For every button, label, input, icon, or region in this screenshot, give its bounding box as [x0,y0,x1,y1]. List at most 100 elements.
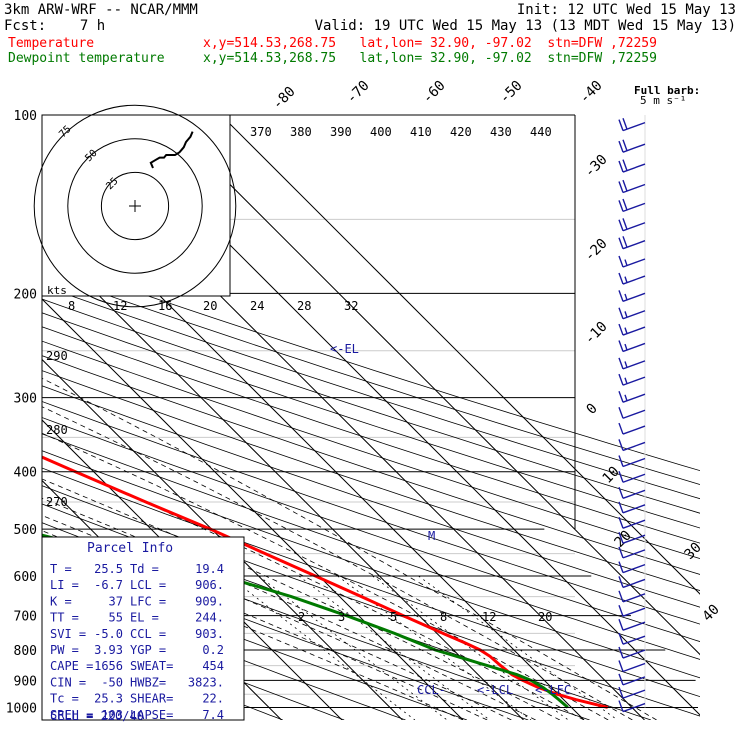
dry-adiabat-line [42,582,406,720]
moist-adiabat-line [42,456,585,720]
parcel-info-value: 103 [101,708,123,722]
speed-tick-label: 16 [158,299,172,313]
hodograph-ring [33,104,237,308]
isotherm-label: 20 [612,528,635,551]
isotherm-label: -40 [577,78,606,107]
theta-label: 440 [530,125,552,139]
theta-label: 370 [250,125,272,139]
wind-barb [618,390,646,403]
isotherm-line [160,115,700,656]
init-time: Init: 12 UTC Wed 15 May 13 [516,2,736,18]
parcel-info-value: 244. [195,611,224,625]
m-marker: M [428,529,435,543]
dry-adiabat-label: 280 [46,423,68,437]
isotherm-label: -70 [344,78,373,107]
speed-tick-label: 20 [203,299,217,313]
dry-adiabat-line [42,272,700,485]
isotherm-line [0,115,40,720]
pressure-tick-label: 400 [14,466,37,481]
theta-label: 410 [410,125,432,139]
isotherm-label: -10 [582,319,611,348]
parcel-info-value: 7.4 [202,708,224,722]
mixing-ratio-line [258,575,448,720]
wind-barb [618,422,646,435]
pressure-tick-label: 1000 [6,701,37,716]
wind-barb [618,561,646,574]
wind-barb [618,357,646,370]
parcel-info-key: YGP = [130,643,166,657]
wind-barb [618,546,646,559]
wind-barb [618,236,646,250]
parcel-info-value: 25.3 [94,692,123,706]
parcel-info-value: 903. [195,627,224,641]
parcel-info-key: T = [50,562,72,576]
dry-adiabat-line [42,312,700,529]
wind-barb [618,272,646,285]
parcel-info-value: 3823. [188,675,224,689]
parcel-info-value: 22. [202,692,224,706]
wind-barb [618,516,646,529]
parcel-info-value: 55 [109,611,123,625]
mixing-ratio-label: 2 [298,610,305,624]
wind-barb [618,660,646,673]
parcel-info-cell: CELL = 220/40 [50,709,144,723]
moist-adiabat-line [42,377,657,720]
dry-adiabat-line [42,355,700,575]
dry-adiabat-line [42,285,700,500]
parcel-info-key: CAPE = [50,659,93,673]
dry-adiabat-line [42,433,700,660]
parcel-info-value: 3.93 [94,643,123,657]
parcel-info-key: LAPSE= [130,708,173,722]
parcel-info-value: 37 [109,594,123,608]
parcel-info-value: -50 [101,675,123,689]
dry-adiabat-line [42,259,700,472]
wind-barb [618,218,646,232]
parcel-info-value: 0.2 [202,643,224,657]
hodograph-trace [149,131,194,169]
pressure-tick-label: 700 [14,610,37,625]
pressure-tick-label: 500 [14,523,37,538]
wind-barb [618,307,646,320]
parcel-info-key: LFC = [130,594,166,608]
parcel-info-title: Parcel Info [87,541,173,556]
pressure-tick-label: 900 [14,674,37,689]
parcel-info-value: 1656 [94,659,123,673]
wind-barb [618,406,646,419]
parcel-info-value: 19.4 [195,562,224,576]
isotherm-line [42,358,403,720]
parcel-info-value: -6.7 [94,578,123,592]
theta-label: 430 [490,125,512,139]
lfc-marker: <-LFC [535,683,571,697]
parcel-info-box [41,536,245,721]
wind-barb [618,323,646,336]
parcel-info-key: CCL = [130,627,166,641]
wind-barb [618,487,646,499]
parcel-info-key: HWBZ= [130,675,166,689]
mixing-ratio-label: 5 [390,610,397,624]
parcel-info-key: SHEAR= [130,692,173,706]
parcel-info-key: Tc = [50,692,79,706]
wind-barb [618,179,646,194]
parcel-info-key: SVI = [50,627,86,641]
wind-barb [618,590,646,603]
temperature-location: x,y=514.53,268.75 lat,lon= 32.90, -97.02… [203,36,657,51]
model-title: 3km ARW-WRF -- NCAR/MMM [4,2,198,18]
mixing-ratio-label: 3 [338,610,345,624]
mixing-ratio-label: 12 [482,610,496,624]
speed-tick-label: 24 [250,299,264,313]
parcel-info-key: SWEAT= [130,659,173,673]
wind-barb [618,373,646,386]
parcel-info-key: LCL = [130,578,166,592]
theta-label: 380 [290,125,312,139]
pressure-tick-label: 200 [14,287,37,302]
lcl-marker: <-LCL [477,683,513,697]
mixing-ratio-line [228,575,416,720]
moist-adiabat-line [42,478,560,720]
wind-barb [618,139,646,153]
hodograph-ring [67,138,203,274]
wind-barb [618,159,646,173]
dewpoint-location: x,y=514.53,268.75 lat,lon= 32.90, -97.02… [203,51,657,66]
wind-barb [618,632,646,645]
speed-tick-label: 28 [297,299,311,313]
